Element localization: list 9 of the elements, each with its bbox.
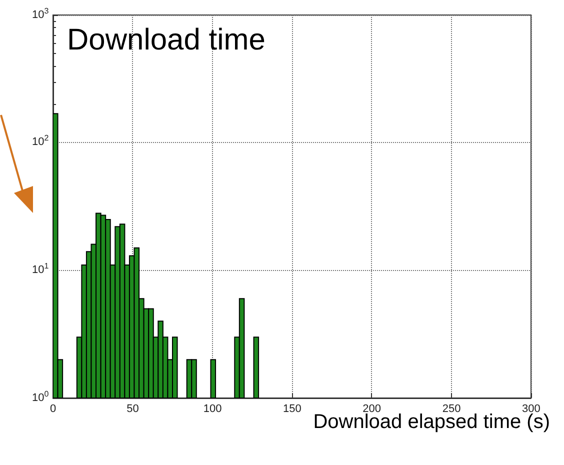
x-tick-label: 100 bbox=[203, 403, 222, 416]
y-tick-label: 10$^{2}$ bbox=[32, 134, 49, 150]
y-tick-label: 10$^{3}$ bbox=[32, 6, 49, 22]
y-tick-label: 10$^{0}$ bbox=[32, 388, 49, 404]
chart-title: Download time bbox=[67, 24, 266, 56]
x-tick-label: 0 bbox=[50, 403, 56, 416]
x-tick-label: 150 bbox=[283, 403, 302, 416]
x-tick-label: 50 bbox=[126, 403, 139, 416]
y-tick-label: 10$^{1}$ bbox=[32, 261, 49, 277]
